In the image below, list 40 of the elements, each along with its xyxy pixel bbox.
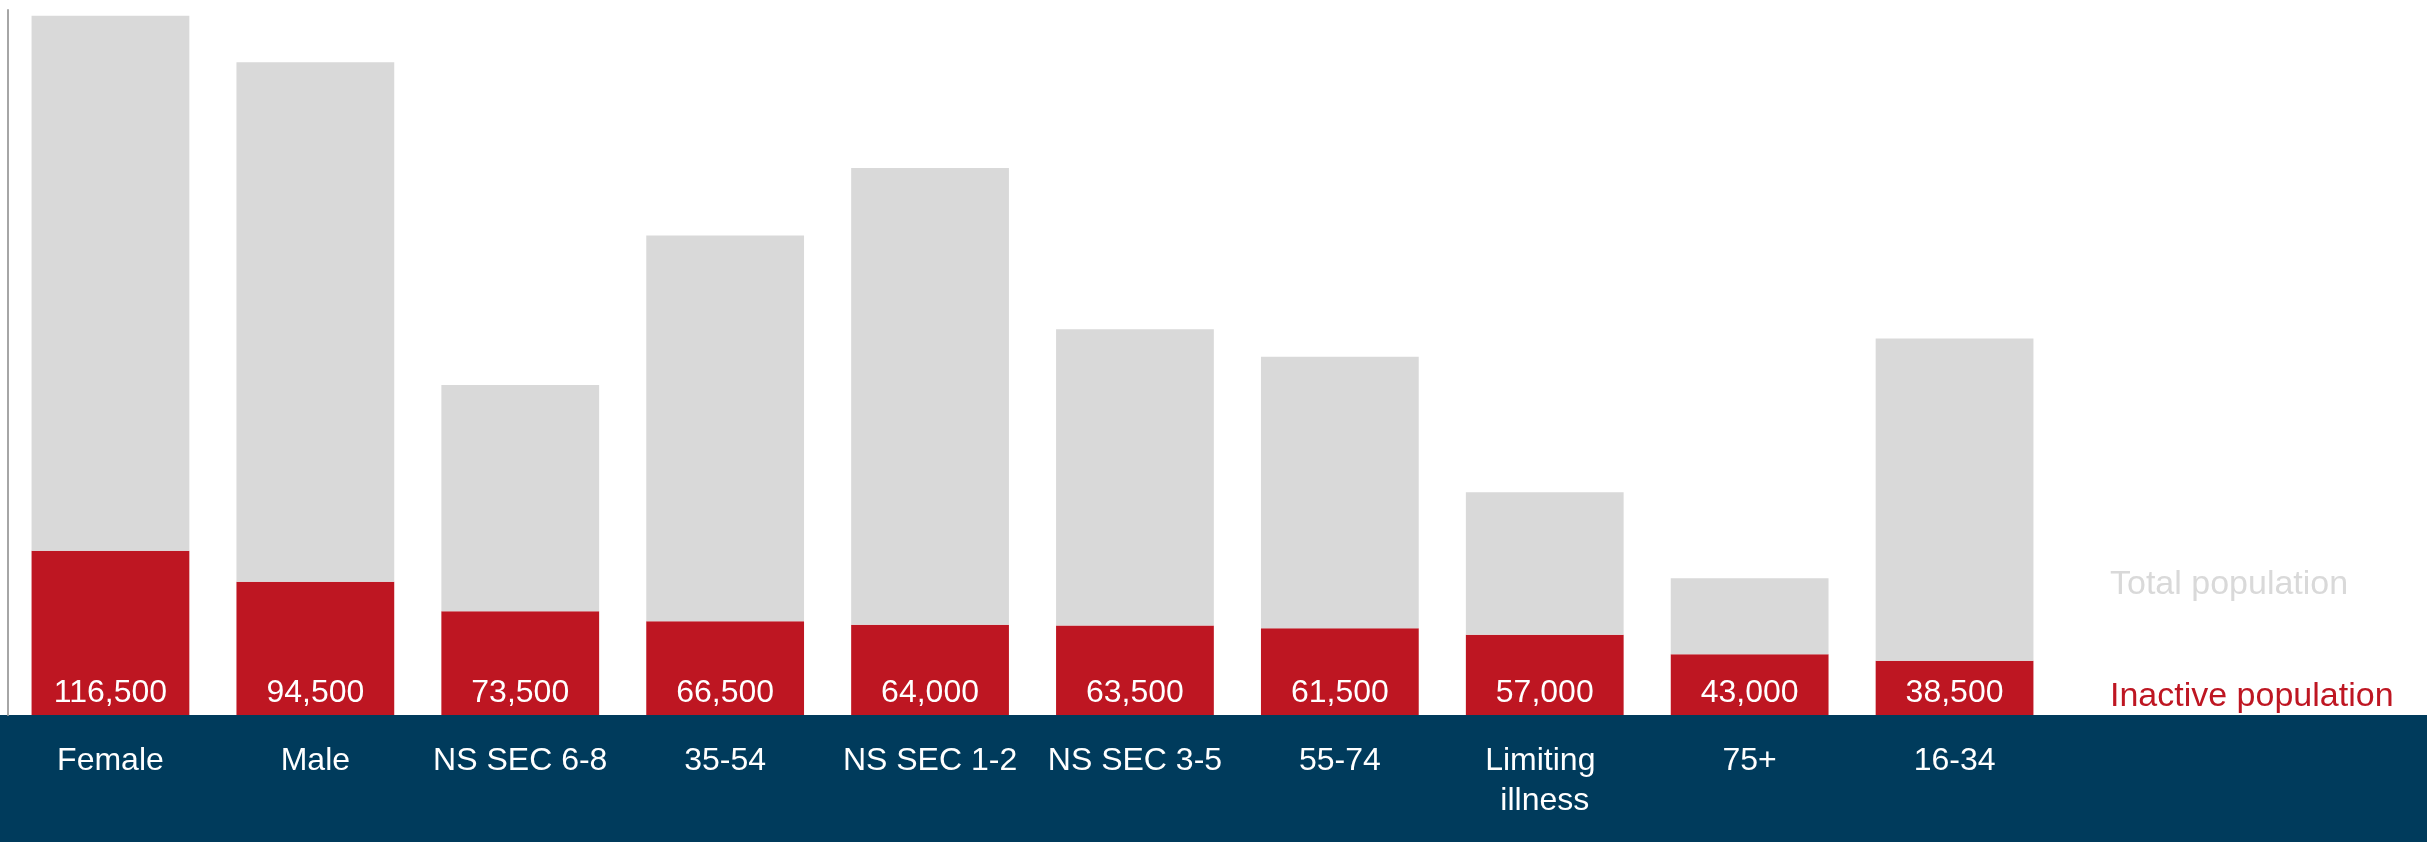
bar <box>1260 356 1419 629</box>
x-tick-label: Male <box>280 741 351 777</box>
text: Inactive population <box>2110 675 2394 713</box>
x-tick-label: 75+ <box>1722 741 1777 777</box>
bar <box>646 235 805 622</box>
bar <box>1875 338 2034 661</box>
bar <box>851 167 1009 625</box>
x-tick-label: 16-34 <box>1913 741 1996 777</box>
bar <box>1056 329 1214 626</box>
bar <box>1260 628 1419 715</box>
bar <box>441 385 600 612</box>
data-label: 64,000 <box>881 673 979 709</box>
data-label: 94,500 <box>266 673 365 709</box>
x-tick-label: NS SEC 6-8 <box>433 741 608 777</box>
data-label: 38,500 <box>1905 673 2004 709</box>
bar <box>31 550 190 715</box>
bar <box>1670 578 1829 655</box>
x-tick-label: 35-54 <box>684 741 767 777</box>
bar <box>31 15 190 551</box>
bar <box>1465 492 1624 635</box>
x-tick-label: Female <box>57 741 164 777</box>
bar <box>1670 654 1829 715</box>
bar <box>236 581 395 715</box>
data-label: 66,500 <box>676 673 775 709</box>
data-label: 116,500 <box>53 673 168 709</box>
bar <box>441 611 600 715</box>
data-label: 73,500 <box>471 673 570 709</box>
bar <box>646 621 805 715</box>
data-label: 57,000 <box>1495 673 1594 709</box>
bar <box>1056 625 1214 715</box>
bar <box>1465 634 1624 715</box>
x-tick-label: 55-74 <box>1298 741 1381 777</box>
x-tick-label: NS SEC 1-2 <box>842 741 1018 777</box>
bar <box>851 624 1009 715</box>
data-label: 63,500 <box>1086 673 1184 709</box>
data-label: 43,000 <box>1700 673 1799 709</box>
x-tick-label: NS SEC 3-5 <box>1047 741 1223 777</box>
data-label: 61,500 <box>1290 673 1389 709</box>
x-tick-label: Limiting illness <box>1485 741 1605 817</box>
bar <box>236 62 395 582</box>
